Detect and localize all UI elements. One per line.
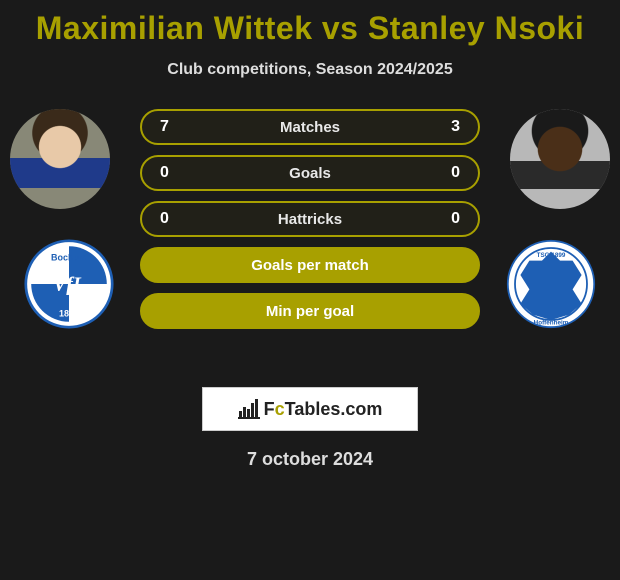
badge-text: Bochum [51, 253, 87, 263]
stat-value-right: 3 [430, 118, 460, 136]
stat-label: Matches [190, 119, 430, 136]
badge-initials: VfL [53, 273, 85, 295]
stat-value-right: 0 [430, 210, 460, 228]
stat-label: Hattricks [190, 211, 430, 228]
stat-value-left: 0 [160, 210, 190, 228]
badge-text: TSG 1899 [537, 252, 566, 259]
brand-prefix: F [264, 399, 275, 419]
badge-text: Hoffenheim [534, 320, 569, 327]
bochum-badge-icon: Bochum 1848 VfL [24, 239, 114, 329]
stat-row-hattricks: 0 Hattricks 0 [140, 201, 480, 237]
badge-text: 1848 [59, 308, 79, 318]
player-right-photo [510, 109, 610, 209]
brand-watermark: FcTables.com [202, 387, 418, 431]
brand-name: FcTables.com [264, 399, 383, 420]
stat-row-goals: 0 Goals 0 [140, 155, 480, 191]
stat-label: Goals per match [190, 257, 430, 274]
hoffenheim-badge-icon: TSG 1899 Hoffenheim [506, 239, 596, 329]
brand-suffix: Tables.com [285, 399, 383, 419]
stat-row-matches: 7 Matches 3 [140, 109, 480, 145]
brand-highlight: c [275, 399, 285, 419]
stat-label: Goals [190, 165, 430, 182]
comparison-area: Bochum 1848 VfL TSG 1899 Hoffenheim 7 Ma… [0, 109, 620, 369]
season-subtitle: Club competitions, Season 2024/2025 [0, 61, 620, 79]
page-title: Maximilian Wittek vs Stanley Nsoki [0, 0, 620, 47]
avatar-placeholder-icon [10, 109, 110, 209]
stat-row-min-per-goal: Min per goal [140, 293, 480, 329]
stat-row-goals-per-match: Goals per match [140, 247, 480, 283]
stats-list: 7 Matches 3 0 Goals 0 0 Hattricks 0 Goal… [140, 109, 480, 329]
stat-value-right: 0 [430, 164, 460, 182]
player-left-photo [10, 109, 110, 209]
bar-chart-icon [238, 399, 260, 419]
club-badge-right: TSG 1899 Hoffenheim [506, 239, 596, 329]
avatar-placeholder-icon [510, 109, 610, 209]
stat-value-left: 0 [160, 164, 190, 182]
stat-value-left: 7 [160, 118, 190, 136]
stat-label: Min per goal [190, 303, 430, 320]
snapshot-date: 7 october 2024 [0, 449, 620, 470]
club-badge-left: Bochum 1848 VfL [24, 239, 114, 329]
